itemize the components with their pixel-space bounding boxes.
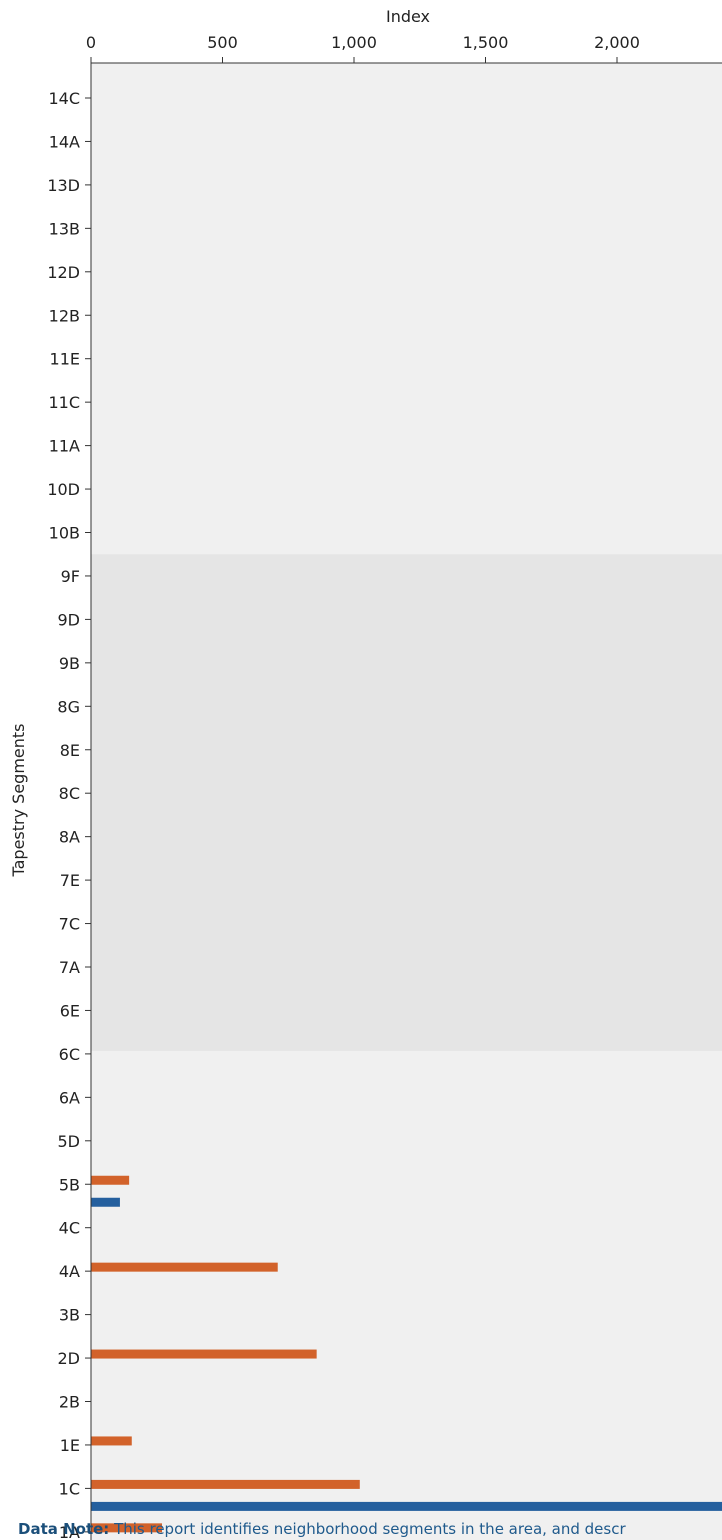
y-tick-label: 11C	[48, 393, 80, 412]
bar	[91, 1523, 163, 1533]
bar	[91, 1262, 278, 1272]
data-note: Data Note: This report identifies neighb…	[18, 1520, 722, 1538]
y-tick-label: 1C	[59, 1479, 80, 1498]
x-axis-title: Index	[386, 7, 430, 26]
x-tick-label: 2,000	[594, 33, 640, 52]
y-tick-label: 6A	[59, 1088, 80, 1107]
bar	[91, 1175, 130, 1185]
bars-layer	[91, 1175, 722, 1533]
bar	[91, 1501, 722, 1511]
y-tick-label: 10D	[47, 480, 80, 499]
y-tick-label: 8A	[59, 828, 80, 847]
y-tick-label: 14A	[49, 132, 80, 151]
y-tick-label: 13D	[47, 176, 80, 195]
y-tick-label: 13B	[49, 219, 80, 238]
y-tick-label: 14C	[48, 89, 80, 108]
y-tick-label: 7C	[59, 915, 80, 934]
y-tick-label: 6E	[60, 1001, 80, 1020]
y-tick-label: 4A	[59, 1262, 80, 1281]
y-tick-label: 9D	[58, 610, 81, 629]
y-tick-label: 9F	[61, 567, 80, 586]
y-tick-label: 7A	[59, 958, 80, 977]
y-tick-label: 8C	[59, 784, 80, 803]
bar	[91, 1479, 360, 1489]
y-tick-label: 11E	[50, 350, 80, 369]
data-note-text: This report identifies neighborhood segm…	[109, 1520, 626, 1538]
y-tick-label: 11A	[49, 437, 80, 456]
y-tick-label: 9B	[59, 654, 80, 673]
y-tick-label: 5D	[58, 1132, 81, 1151]
y-tick-label: 1E	[60, 1436, 80, 1455]
bar	[91, 1349, 317, 1359]
y-axis-title: Tapestry Segments	[9, 723, 28, 877]
x-tick-label: 500	[207, 33, 238, 52]
bar	[91, 1197, 120, 1207]
y-tick-label: 7E	[60, 871, 80, 890]
data-note-label: Data Note:	[18, 1520, 110, 1538]
y-tick-label: 2D	[58, 1349, 81, 1368]
x-tick-label: 1,000	[331, 33, 377, 52]
y-tick-label: 5B	[59, 1175, 80, 1194]
y-tick-label: 12D	[47, 263, 80, 282]
y-tick-label: 6C	[59, 1045, 80, 1064]
y-tick-label: 8G	[57, 697, 80, 716]
x-tick-label: 0	[86, 33, 96, 52]
y-tick-label: 8E	[60, 741, 80, 760]
x-axis: 0 500 1,000 1,500 2,000	[86, 33, 722, 64]
bar	[91, 1436, 132, 1446]
y-tick-label: 3B	[59, 1306, 80, 1325]
y-tick-label: 12B	[49, 306, 80, 325]
y-tick-label: 10B	[49, 524, 80, 543]
y-axis: 14C 14A 13D 13B 12D 12B 11E 11C 11A 10D 10B 9F 9D 9B 8…	[47, 63, 92, 1540]
x-tick-label: 1,500	[463, 33, 509, 52]
y-tick-label: 1A	[59, 1523, 80, 1540]
highlight-band	[91, 554, 722, 1051]
y-tick-label: 2B	[59, 1393, 80, 1412]
y-tick-label: 4C	[59, 1219, 80, 1238]
